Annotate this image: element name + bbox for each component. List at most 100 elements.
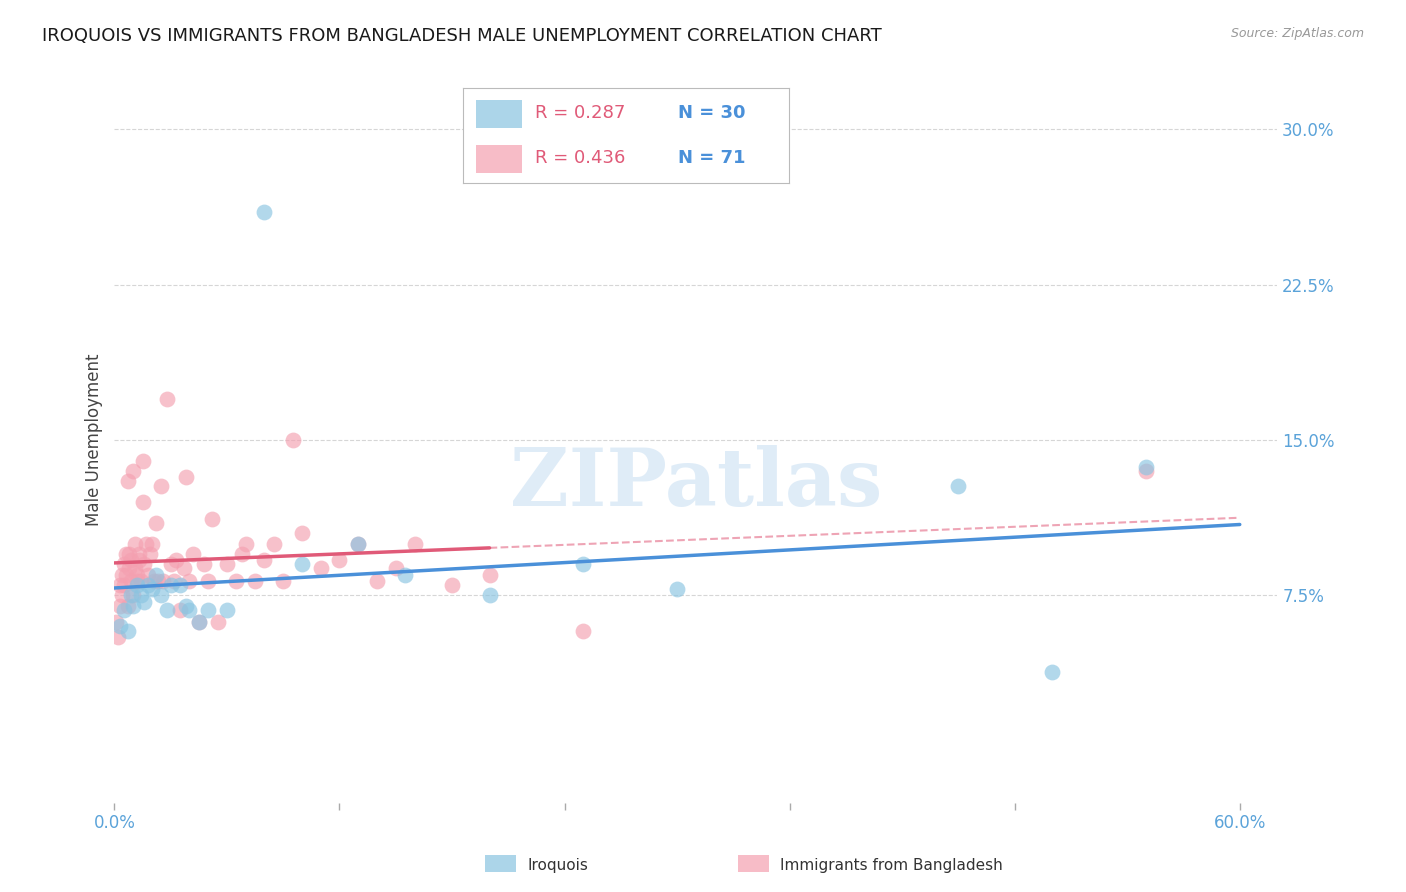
Point bbox=[134, 558, 156, 572]
Point bbox=[129, 574, 152, 588]
Point bbox=[159, 578, 181, 592]
Point bbox=[478, 588, 501, 602]
Point bbox=[122, 464, 145, 478]
Point bbox=[347, 536, 370, 550]
Point bbox=[347, 536, 370, 550]
Point bbox=[291, 558, 314, 572]
Point bbox=[165, 553, 187, 567]
Point bbox=[118, 547, 141, 561]
Point bbox=[187, 615, 209, 630]
Point bbox=[174, 599, 197, 613]
Point bbox=[120, 553, 142, 567]
Point bbox=[125, 567, 148, 582]
Point bbox=[117, 475, 139, 489]
Point bbox=[179, 574, 201, 588]
Point bbox=[112, 578, 135, 592]
Point bbox=[243, 574, 266, 588]
Point bbox=[173, 561, 195, 575]
Point bbox=[384, 561, 406, 575]
Point bbox=[120, 588, 142, 602]
Point bbox=[107, 630, 129, 644]
Point bbox=[125, 578, 148, 592]
Point bbox=[181, 547, 204, 561]
Y-axis label: Male Unemployment: Male Unemployment bbox=[86, 354, 103, 526]
Point bbox=[136, 578, 159, 592]
Point bbox=[114, 547, 136, 561]
Text: ZIPatlas: ZIPatlas bbox=[510, 444, 882, 523]
Point bbox=[108, 619, 131, 633]
Point bbox=[111, 588, 134, 602]
Point bbox=[156, 603, 179, 617]
Point bbox=[1135, 459, 1157, 474]
Point bbox=[215, 603, 238, 617]
Point bbox=[114, 567, 136, 582]
Point bbox=[118, 561, 141, 575]
Point bbox=[404, 536, 426, 550]
Point bbox=[440, 578, 463, 592]
Point bbox=[111, 567, 134, 582]
Point bbox=[125, 574, 148, 588]
Point bbox=[117, 599, 139, 613]
Point bbox=[201, 512, 224, 526]
Point bbox=[117, 624, 139, 638]
Point bbox=[108, 578, 131, 592]
Point bbox=[328, 553, 350, 567]
Point bbox=[231, 547, 253, 561]
Point bbox=[128, 553, 150, 567]
Point bbox=[271, 574, 294, 588]
Point bbox=[150, 588, 173, 602]
Point bbox=[207, 615, 229, 630]
Point bbox=[124, 536, 146, 550]
Point bbox=[193, 558, 215, 572]
Point bbox=[225, 574, 247, 588]
Point bbox=[291, 526, 314, 541]
Point bbox=[309, 561, 332, 575]
Point bbox=[253, 553, 276, 567]
Text: Source: ZipAtlas.com: Source: ZipAtlas.com bbox=[1230, 27, 1364, 40]
Point bbox=[112, 558, 135, 572]
Point bbox=[136, 567, 159, 582]
Point bbox=[235, 536, 257, 550]
Point bbox=[135, 536, 157, 550]
Point bbox=[948, 478, 970, 492]
Point bbox=[174, 470, 197, 484]
Point bbox=[215, 558, 238, 572]
Point bbox=[169, 578, 191, 592]
Text: Iroquois: Iroquois bbox=[527, 858, 588, 872]
Point bbox=[666, 582, 689, 597]
Point bbox=[572, 558, 595, 572]
Point bbox=[572, 624, 595, 638]
Point bbox=[112, 603, 135, 617]
Point bbox=[366, 574, 388, 588]
Point bbox=[142, 574, 165, 588]
Text: Immigrants from Bangladesh: Immigrants from Bangladesh bbox=[780, 858, 1002, 872]
Text: IROQUOIS VS IMMIGRANTS FROM BANGLADESH MALE UNEMPLOYMENT CORRELATION CHART: IROQUOIS VS IMMIGRANTS FROM BANGLADESH M… bbox=[42, 27, 882, 45]
Point bbox=[134, 594, 156, 608]
Point bbox=[145, 567, 167, 582]
Point bbox=[156, 392, 179, 406]
Point bbox=[1135, 464, 1157, 478]
Point bbox=[281, 433, 304, 447]
Point bbox=[253, 205, 276, 219]
Point bbox=[105, 615, 128, 630]
Point bbox=[146, 574, 169, 588]
Point bbox=[122, 599, 145, 613]
Point bbox=[131, 454, 153, 468]
Point bbox=[152, 574, 174, 588]
Point bbox=[131, 495, 153, 509]
Point bbox=[124, 561, 146, 575]
Point bbox=[169, 603, 191, 617]
Point bbox=[159, 558, 181, 572]
Point bbox=[141, 582, 163, 597]
Point bbox=[1040, 665, 1063, 679]
Point bbox=[120, 574, 142, 588]
Point bbox=[394, 567, 416, 582]
Point bbox=[128, 547, 150, 561]
Point bbox=[122, 588, 145, 602]
Point bbox=[139, 547, 162, 561]
Point bbox=[163, 574, 186, 588]
Point bbox=[141, 536, 163, 550]
Point bbox=[108, 599, 131, 613]
Point bbox=[179, 603, 201, 617]
Point bbox=[145, 516, 167, 530]
